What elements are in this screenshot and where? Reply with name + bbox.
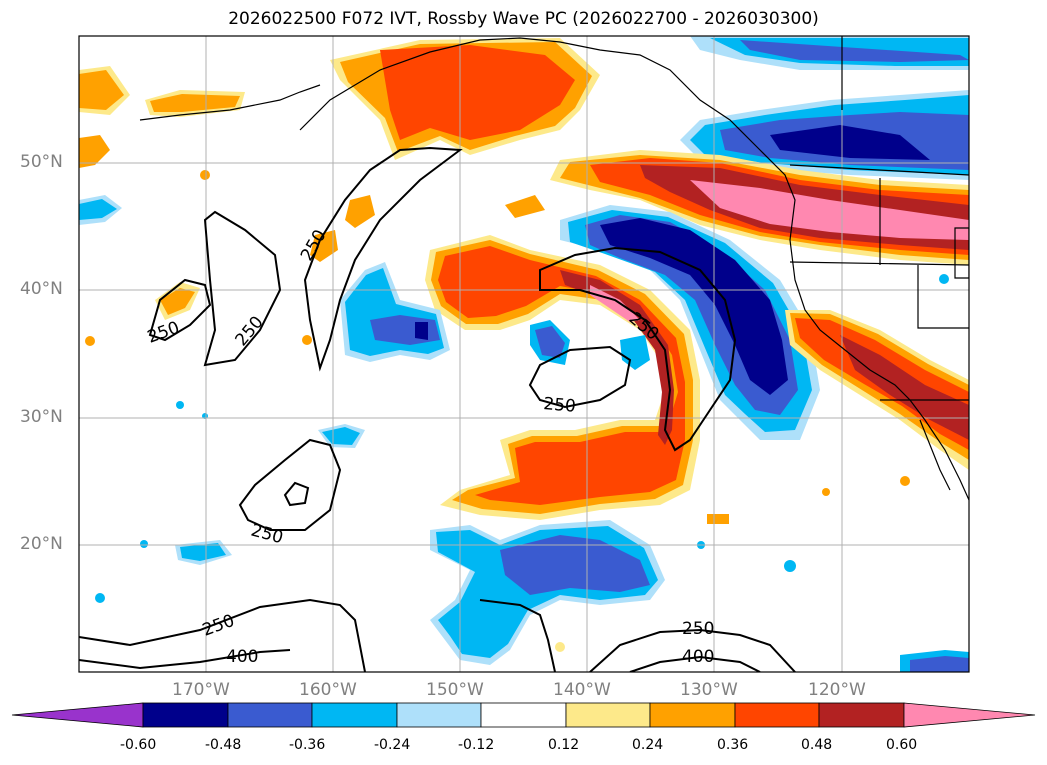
colorbar-extend-high (903, 702, 1036, 728)
ivt-anomaly-pnw-positive (550, 150, 969, 265)
colorbar-tick-label: 0.48 (801, 737, 833, 753)
ivt-anomaly-california-positive (785, 310, 969, 470)
contour-lines (79, 146, 796, 672)
ivt-anomaly-south-negative (175, 424, 969, 672)
colorbar-segment (142, 702, 229, 728)
map-frame (78, 35, 970, 673)
latitude-label: 20°N (20, 534, 63, 554)
longitude-label: 140°W (553, 680, 611, 700)
colorbar-segment (227, 702, 313, 728)
longitude-label: 120°W (808, 680, 866, 700)
contour-label: 250 (543, 394, 577, 417)
latitude-label: 40°N (20, 279, 63, 299)
colorbar (11, 702, 1036, 728)
longitude-label: 150°W (426, 680, 484, 700)
colorbar-tick-label: -0.12 (458, 737, 495, 753)
ivt-anomaly-central-negative (560, 205, 820, 440)
colorbar-segment (480, 702, 567, 728)
colorbar-tick-label: -0.36 (289, 737, 326, 753)
colorbar-tick-label: -0.24 (374, 737, 411, 753)
contour-label: 250 (682, 619, 714, 639)
graticule (79, 36, 969, 672)
colorbar-segment (396, 702, 482, 728)
colorbar-tick-label: 0.24 (632, 737, 664, 753)
colorbar-tick-label: 0.12 (548, 737, 580, 753)
coastlines (139, 36, 969, 501)
contour-label-group: 250 250 250 250 250 250 250 250 400 400 (145, 226, 715, 667)
longitude-label: 170°W (172, 680, 230, 700)
colorbar-segment (818, 702, 905, 728)
colorbar-segment (734, 702, 820, 728)
latitude-label: 50°N (20, 152, 63, 172)
colorbar-segment (649, 702, 736, 728)
colorbar-tick-label: 0.60 (886, 737, 918, 753)
longitude-label: 130°W (680, 680, 738, 700)
latitude-label: 30°N (20, 407, 63, 427)
ivt-anomaly-west (79, 66, 545, 320)
longitude-label: 160°W (299, 680, 357, 700)
map-title: 2026022500 F072 IVT, Rossby Wave PC (202… (228, 9, 819, 29)
colorbar-extend-low (11, 702, 144, 728)
colorbar-segment (311, 702, 398, 728)
contour-label: 400 (226, 647, 258, 667)
colorbar-tick-label: -0.48 (205, 737, 242, 753)
colorbar-tick-label: -0.60 (120, 737, 157, 753)
ivt-anomaly-north-negative (680, 36, 969, 180)
contour-label: 400 (682, 647, 714, 667)
colorbar-tick-label: 0.36 (717, 737, 749, 753)
ivt-anomaly-gulf-alaska (330, 38, 600, 160)
colorbar-segment (565, 702, 651, 728)
